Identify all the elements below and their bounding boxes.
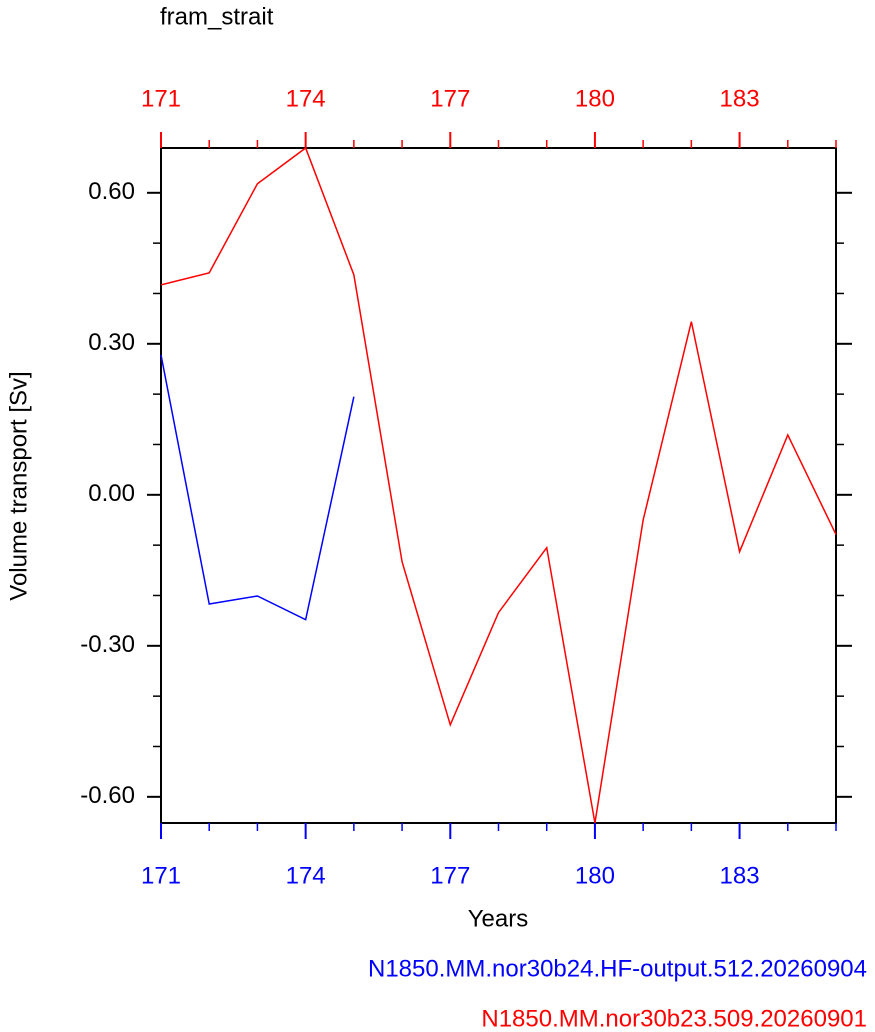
plot-frame xyxy=(160,147,837,824)
x2-tick-label: 180 xyxy=(575,85,615,112)
x-axis-label: Years xyxy=(468,905,529,932)
y-tick-label: -0.30 xyxy=(80,631,135,658)
legend-entry: N1850.MM.nor30b23.509.20260901 xyxy=(481,1005,867,1032)
y-tick-label: -0.60 xyxy=(80,782,135,809)
y-tick-label: 0.60 xyxy=(88,178,135,205)
x2-tick-label: 177 xyxy=(430,85,470,112)
x2-tick-label: 171 xyxy=(141,85,181,112)
x-tick-label: 171 xyxy=(141,862,181,889)
legend-entry: N1850.MM.nor30b24.HF-output.512.20260904 xyxy=(368,955,867,982)
data-line xyxy=(160,354,355,621)
chart-title: fram_strait xyxy=(160,3,274,30)
y-tick-label: 0.00 xyxy=(88,480,135,507)
x2-tick-label: 174 xyxy=(286,85,326,112)
x-tick-label: 174 xyxy=(286,862,326,889)
x-tick-label: 177 xyxy=(430,862,470,889)
data-line xyxy=(160,146,837,824)
y-axis-label: Volume transport [Sv] xyxy=(5,371,32,600)
x2-tick-label: 183 xyxy=(720,85,760,112)
y-tick-label: 0.30 xyxy=(88,329,135,356)
x-tick-label: 183 xyxy=(720,862,760,889)
x-tick-label: 180 xyxy=(575,862,615,889)
